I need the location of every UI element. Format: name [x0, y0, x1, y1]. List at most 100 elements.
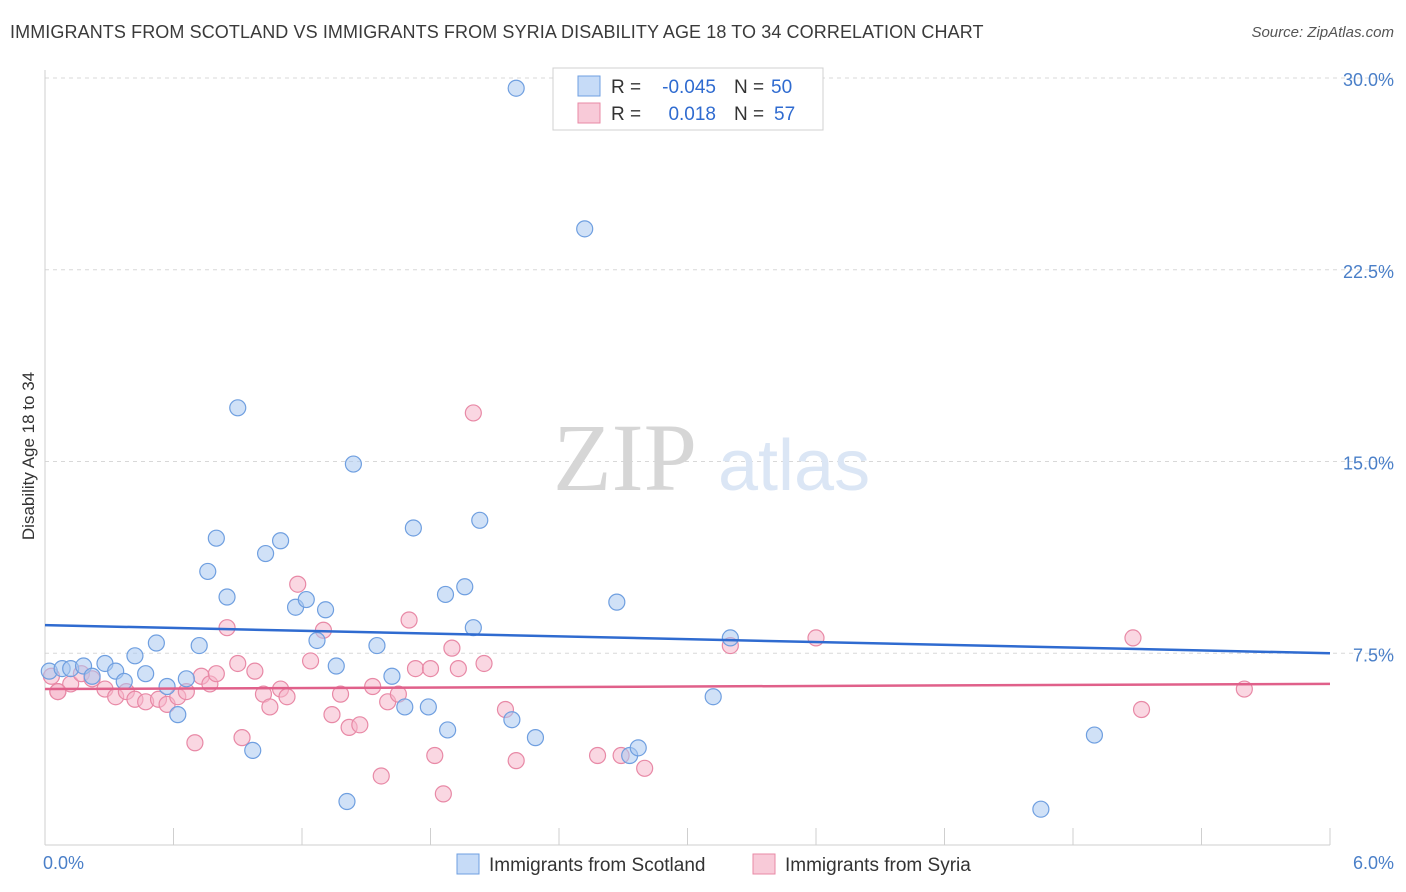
point-scotland — [526, 729, 545, 747]
point-scotland — [704, 688, 722, 706]
trend-line-syria — [44, 682, 1331, 691]
point-syria — [588, 746, 607, 765]
y-tick-label: 15.0% — [1343, 454, 1394, 474]
point-scotland — [503, 711, 521, 729]
point-syria — [475, 654, 493, 673]
point-syria — [449, 659, 467, 678]
bottom-legend: Immigrants from Scotland Immigrants from… — [456, 853, 971, 876]
point-scotland — [229, 399, 247, 417]
y-tick-labels: 7.5% 15.0% 22.5% 30.0% — [1343, 70, 1394, 665]
point-scotland — [83, 667, 101, 685]
point-syria — [507, 752, 525, 770]
point-scotland — [436, 585, 455, 604]
point-scotland — [190, 636, 208, 655]
point-scotland — [608, 593, 626, 611]
point-scotland — [404, 519, 422, 537]
point-scotland — [1085, 726, 1104, 744]
top-legend: R = -0.045 N = 50 R = 0.018 N = 57 — [552, 67, 824, 131]
point-syria — [636, 759, 654, 777]
point-scotland — [271, 532, 290, 550]
x-tick-label-max: 6.0% — [1353, 853, 1394, 873]
y-tick-label: 30.0% — [1343, 70, 1394, 90]
point-syria — [278, 688, 296, 706]
point-scotland — [368, 636, 386, 655]
gridlines — [45, 77, 1394, 654]
point-syria — [207, 665, 225, 683]
point-scotland — [115, 672, 133, 690]
point-scotland — [507, 79, 525, 97]
point-syria — [331, 685, 350, 703]
point-syria — [421, 659, 440, 678]
series-scotland-points — [40, 79, 1104, 818]
point-syria — [233, 729, 251, 747]
point-syria — [289, 575, 307, 593]
bottom-legend-swatch-scotland — [456, 853, 480, 875]
point-scotland — [137, 665, 155, 683]
point-syria — [229, 654, 247, 673]
point-syria — [323, 706, 341, 724]
point-syria — [443, 639, 461, 657]
point-scotland — [721, 629, 739, 647]
watermark-zip: ZIP — [553, 404, 697, 511]
legend-r-label-scotland: R = — [611, 77, 641, 98]
point-syria — [406, 659, 425, 678]
legend-r-label-syria: R = — [611, 104, 641, 125]
legend-r-value-scotland: -0.045 — [662, 77, 716, 98]
point-syria — [246, 662, 264, 680]
legend-swatch-scotland — [577, 75, 601, 97]
bottom-legend-label-scotland: Immigrants from Scotland — [489, 855, 705, 876]
chart-title: IMMIGRANTS FROM SCOTLAND VS IMMIGRANTS F… — [10, 22, 984, 42]
point-syria — [49, 682, 67, 701]
point-syria — [1124, 629, 1142, 647]
bottom-legend-label-syria: Immigrants from Syria — [785, 855, 971, 876]
x-tick-label-min: 0.0% — [43, 853, 84, 873]
y-tick-label: 22.5% — [1343, 262, 1394, 282]
point-scotland — [316, 601, 335, 619]
point-scotland — [297, 590, 315, 609]
chart-source: Source: ZipAtlas.com — [1251, 24, 1394, 41]
legend-n-value-scotland: 50 — [771, 77, 792, 98]
point-syria — [426, 746, 444, 765]
point-syria — [807, 629, 825, 647]
point-syria — [186, 734, 204, 752]
point-syria — [464, 404, 482, 422]
point-scotland — [218, 588, 236, 606]
trend-line-scotland — [44, 623, 1331, 655]
point-scotland — [456, 578, 474, 596]
point-scotland — [338, 792, 356, 811]
watermark: ZIP atlas — [553, 404, 870, 511]
point-scotland — [126, 647, 144, 665]
point-syria — [351, 716, 369, 734]
point-scotland — [419, 698, 437, 716]
point-scotland — [199, 562, 217, 581]
point-syria — [434, 785, 452, 803]
point-syria — [372, 767, 390, 785]
axes — [44, 70, 1331, 846]
point-syria — [400, 611, 418, 629]
point-syria — [261, 698, 279, 716]
point-scotland — [244, 741, 262, 760]
watermark-atlas: atlas — [718, 426, 870, 506]
point-scotland — [396, 698, 414, 716]
y-tick-label: 7.5% — [1353, 645, 1394, 665]
legend-n-label-syria: N = — [734, 104, 764, 125]
legend-r-value-syria: 0.018 — [668, 104, 716, 125]
point-scotland — [147, 634, 165, 652]
bottom-legend-swatch-syria — [752, 853, 776, 875]
point-scotland — [439, 721, 457, 739]
point-scotland — [327, 657, 345, 675]
point-scotland — [256, 544, 275, 563]
x-tick-marks — [173, 828, 1331, 845]
point-scotland — [207, 529, 225, 547]
point-scotland — [383, 667, 401, 685]
legend-swatch-syria — [577, 102, 601, 124]
legend-n-value-syria: 57 — [774, 104, 795, 125]
point-scotland — [158, 677, 176, 696]
point-scotland — [576, 220, 594, 238]
point-scotland — [177, 670, 195, 688]
y-axis-title: Disability Age 18 to 34 — [19, 372, 38, 540]
point-syria — [218, 619, 236, 637]
trend-lines — [44, 623, 1331, 691]
point-scotland — [1032, 800, 1050, 818]
